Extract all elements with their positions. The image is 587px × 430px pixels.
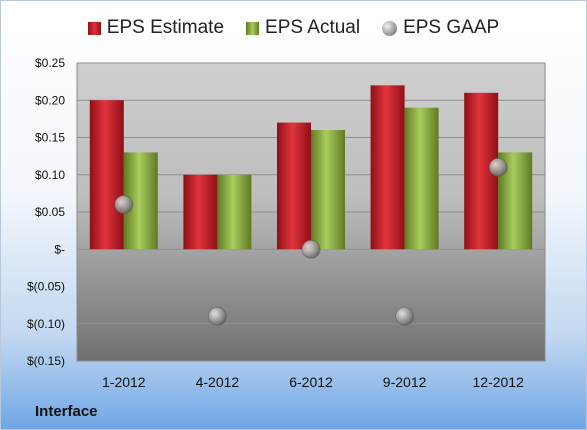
y-tick-label: $0.15 <box>35 131 65 145</box>
y-axis-ticks: $0.25 $0.20 $0.15 $0.10 $0.05 $- $(0.05) $(0.10… <box>27 56 65 368</box>
x-tick-label: 4-2012 <box>196 374 240 390</box>
estimate-bar <box>183 174 218 250</box>
legend: EPS Estimate EPS Actual EPS GAAP <box>1 17 586 39</box>
gaap-swatch-icon <box>382 20 398 36</box>
x-tick-label: 9-2012 <box>383 374 427 390</box>
y-tick-label: $(0.05) <box>27 280 65 294</box>
gaap-point <box>114 195 134 215</box>
y-tick-label: $0.25 <box>35 56 65 70</box>
estimate-bar <box>277 122 311 250</box>
gaap-point <box>301 239 321 259</box>
x-tick-label: 6-2012 <box>289 374 333 390</box>
company-name: Interface <box>35 403 98 420</box>
actual-bar <box>311 130 345 250</box>
estimate-bar <box>89 100 124 250</box>
y-tick-label: $- <box>54 242 65 256</box>
gaap-points <box>114 157 508 326</box>
actual-swatch-icon <box>246 21 260 35</box>
x-tick-label: 12-2012 <box>473 374 525 390</box>
gaap-point <box>395 306 415 326</box>
x-tick-label: 1-2012 <box>102 374 146 390</box>
legend-item-estimate: EPS Estimate <box>87 17 225 39</box>
y-tick-label: $0.20 <box>35 93 65 107</box>
legend-label-estimate: EPS Estimate <box>106 17 225 38</box>
estimate-swatch-icon <box>87 21 101 35</box>
estimate-bar <box>370 85 405 250</box>
legend-item-gaap: EPS GAAP <box>382 17 499 39</box>
gaap-point <box>207 306 227 326</box>
actual-bar <box>404 107 439 250</box>
y-tick-label: $0.05 <box>35 205 65 219</box>
legend-label-actual: EPS Actual <box>265 17 361 38</box>
legend-item-actual: EPS Actual <box>246 17 360 39</box>
y-tick-label: $(0.10) <box>27 317 65 331</box>
actual-bar <box>217 174 252 250</box>
legend-label-gaap: EPS GAAP <box>403 17 500 38</box>
gaap-point <box>488 157 508 177</box>
y-tick-label: $(0.15) <box>27 354 65 368</box>
y-tick-label: $0.10 <box>35 168 65 182</box>
x-axis-ticks: 1-2012 4-2012 6-2012 9-2012 12-2012 <box>102 374 524 390</box>
